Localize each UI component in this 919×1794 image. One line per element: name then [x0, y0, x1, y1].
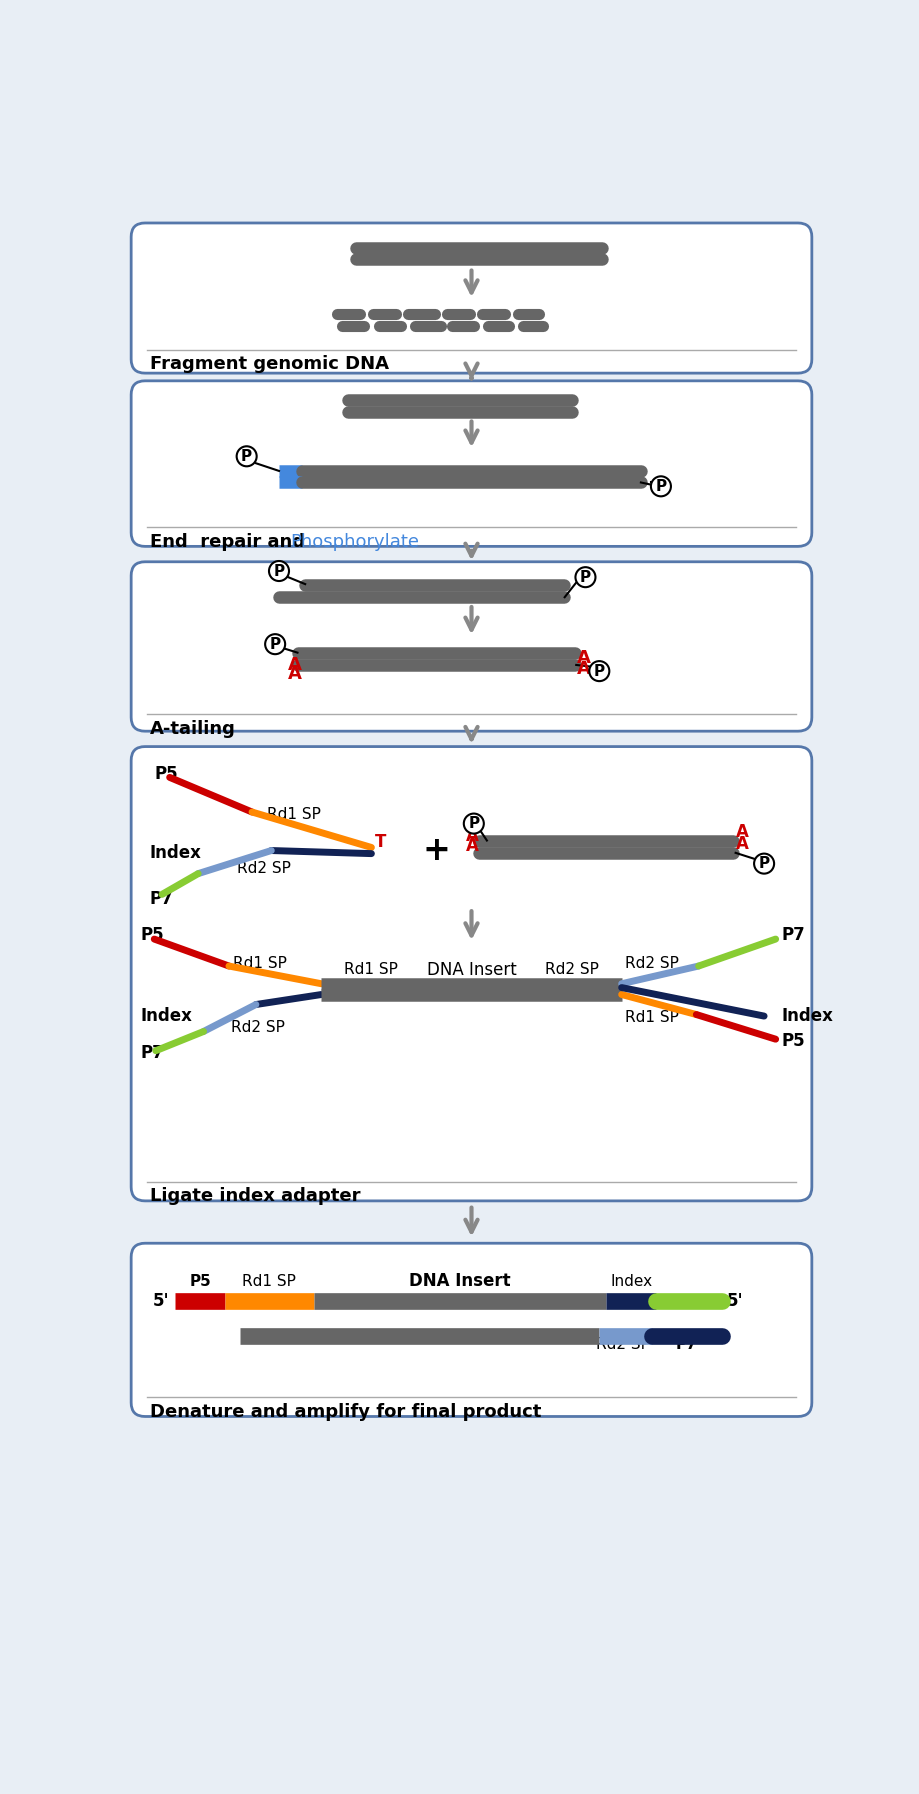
Text: Denature and amplify for final product: Denature and amplify for final product [150, 1403, 540, 1421]
Text: A: A [576, 649, 590, 667]
Text: P: P [269, 637, 280, 651]
Text: Index: Index [780, 1006, 832, 1024]
Text: Phosphorylate: Phosphorylate [290, 533, 419, 551]
Text: Index: Index [150, 843, 201, 861]
Text: A: A [466, 827, 479, 845]
Text: Rd1 SP: Rd1 SP [233, 956, 287, 971]
Text: Rd1 SP: Rd1 SP [625, 1010, 678, 1024]
Text: A: A [576, 660, 590, 678]
Text: A: A [288, 666, 301, 684]
Text: DNA Insert: DNA Insert [409, 1272, 510, 1290]
Text: P: P [654, 479, 665, 493]
Text: P: P [593, 664, 604, 678]
Text: Rd1 SP: Rd1 SP [267, 807, 321, 822]
FancyBboxPatch shape [131, 222, 811, 373]
Text: P7: P7 [141, 1044, 164, 1062]
Text: P5: P5 [189, 1274, 210, 1288]
Text: A: A [735, 834, 748, 852]
Text: Index: Index [609, 1274, 652, 1288]
Text: P: P [273, 563, 284, 578]
Circle shape [589, 662, 608, 682]
Text: T: T [374, 832, 385, 850]
Circle shape [236, 447, 256, 466]
Text: Index: Index [141, 1006, 192, 1024]
Circle shape [268, 562, 289, 581]
Text: Rd1 SP: Rd1 SP [344, 962, 398, 978]
Text: Rd2 SP: Rd2 SP [544, 962, 598, 978]
FancyBboxPatch shape [131, 562, 811, 732]
Circle shape [574, 567, 595, 587]
Text: P5: P5 [154, 764, 177, 782]
Text: A: A [466, 836, 479, 854]
Text: Rd2 SP: Rd2 SP [625, 956, 678, 971]
Text: P7: P7 [150, 890, 173, 908]
Text: P7: P7 [780, 926, 804, 944]
Text: P: P [579, 570, 590, 585]
Text: End  repair and: End repair and [150, 533, 311, 551]
Text: Rd2 SP': Rd2 SP' [596, 1338, 653, 1353]
Text: P: P [757, 856, 769, 872]
Text: 5': 5' [153, 1292, 169, 1310]
Text: P: P [241, 448, 252, 465]
Text: P: P [468, 816, 479, 831]
Text: A: A [288, 657, 301, 675]
Text: Rd2 SP: Rd2 SP [236, 861, 290, 875]
FancyBboxPatch shape [131, 746, 811, 1200]
Text: P7': P7' [675, 1338, 701, 1353]
Text: Rd2 SP: Rd2 SP [231, 1021, 285, 1035]
Circle shape [463, 813, 483, 834]
Circle shape [754, 854, 773, 874]
Text: Ligate index adapter: Ligate index adapter [150, 1188, 359, 1206]
Circle shape [651, 477, 670, 497]
Text: Fragment genomic DNA: Fragment genomic DNA [150, 355, 388, 373]
Text: P5: P5 [780, 1033, 804, 1051]
FancyBboxPatch shape [131, 1243, 811, 1417]
Text: A-tailing: A-tailing [150, 719, 235, 737]
Circle shape [265, 633, 285, 655]
Text: 5': 5' [726, 1292, 743, 1310]
FancyBboxPatch shape [131, 380, 811, 547]
Text: DNA Insert: DNA Insert [426, 962, 516, 980]
Text: A: A [735, 823, 748, 841]
Text: P5: P5 [141, 926, 164, 944]
Text: Rd1 SP: Rd1 SP [243, 1274, 296, 1288]
Text: +: + [423, 834, 450, 867]
